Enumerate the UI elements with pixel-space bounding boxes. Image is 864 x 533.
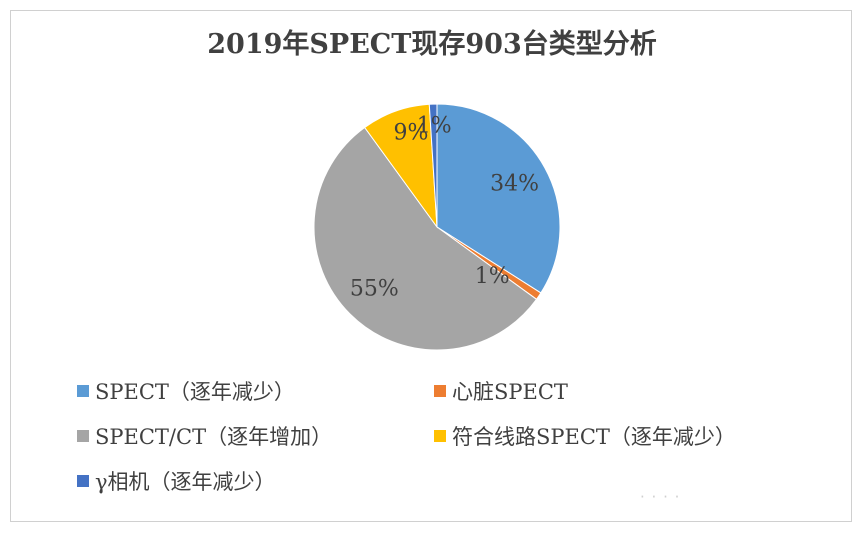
pie-slice: [436, 103, 561, 294]
data-label: 1%: [475, 264, 510, 289]
pie-slice: [313, 126, 538, 351]
data-label: 34%: [490, 171, 539, 196]
pie-slice: [428, 103, 438, 228]
data-label: 1%: [417, 113, 452, 138]
chart-title: 2019年SPECT现存903台类型分析: [207, 29, 657, 60]
data-label: 9%: [394, 121, 429, 146]
watermark: · · · ·: [640, 488, 681, 506]
data-label: 55%: [350, 277, 399, 302]
